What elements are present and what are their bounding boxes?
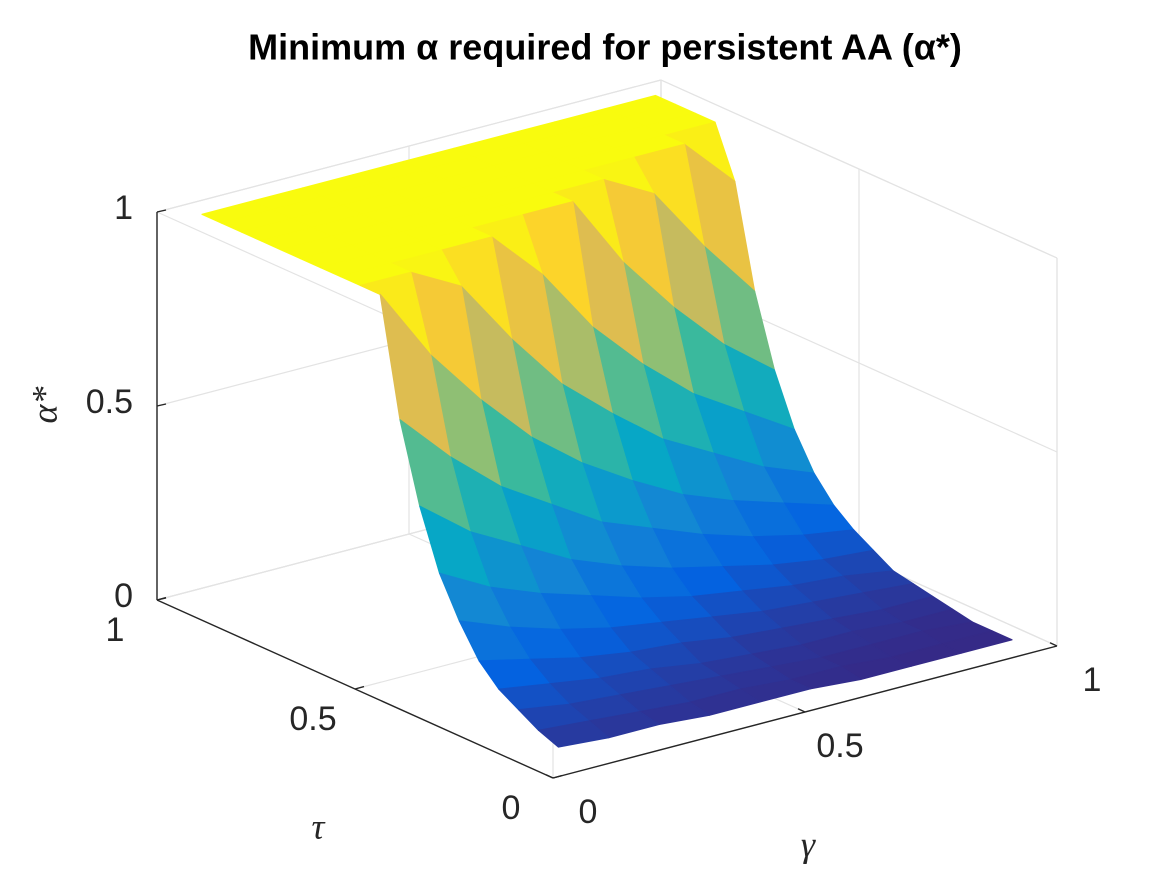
x-tick-label: 1 xyxy=(1083,661,1102,699)
z-tick-label: 0 xyxy=(114,577,133,615)
x-tick xyxy=(797,708,806,713)
surface-patch xyxy=(537,720,610,748)
z-tick-label: 0.5 xyxy=(86,383,133,421)
y-tick xyxy=(354,685,365,690)
x-tick-label: 0.5 xyxy=(816,727,863,765)
surface xyxy=(201,94,1013,748)
y-tick-label: 1 xyxy=(106,611,125,649)
grid-line xyxy=(156,79,662,213)
z-tick xyxy=(156,209,167,213)
z-tick xyxy=(156,403,167,407)
chart-title: Minimum α required for persistent AA (α*… xyxy=(248,27,962,68)
grid-line xyxy=(660,79,1058,259)
z-tick-label: 1 xyxy=(114,189,133,227)
x-tick-label: 0 xyxy=(579,793,598,831)
y-tick xyxy=(156,596,167,601)
y-axis-label: τ xyxy=(312,806,326,846)
x-tick xyxy=(545,774,554,779)
z-axis-label: α* xyxy=(24,387,64,424)
y-tick-label: 0.5 xyxy=(289,700,336,738)
y-tick-label: 0 xyxy=(502,789,521,827)
x-tick xyxy=(1049,642,1058,647)
x-axis-label: γ xyxy=(801,824,816,864)
y-tick xyxy=(552,774,563,779)
